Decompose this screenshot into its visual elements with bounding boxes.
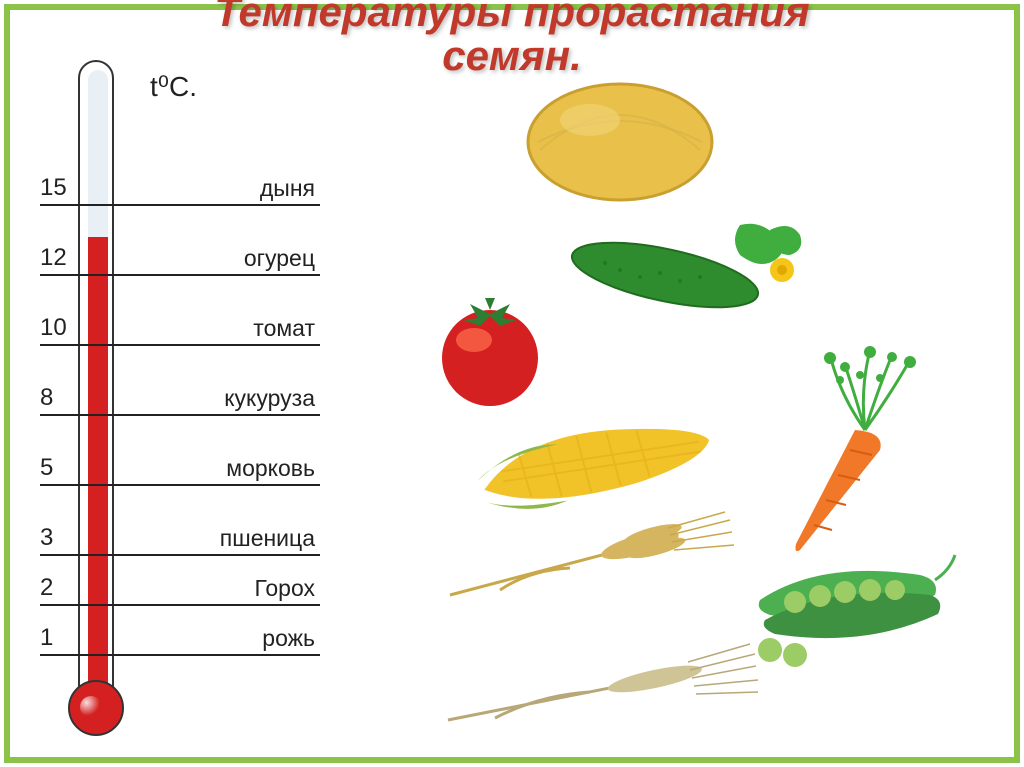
- scale-temp: 12: [40, 244, 67, 272]
- thermometer-bulb-shine: [80, 696, 102, 718]
- pea-icon: [740, 540, 960, 670]
- scale-temp: 15: [40, 174, 67, 202]
- scale-crop-name: морковь: [226, 455, 315, 482]
- scale-row: 1рожь: [40, 654, 320, 656]
- scale-row: 10томат: [40, 344, 320, 346]
- scale-crop-name: пшеница: [220, 525, 315, 552]
- corn-icon: [470, 400, 720, 510]
- scale-crop-name: Горох: [254, 575, 315, 602]
- cucumber-icon: [560, 215, 810, 315]
- scale-crop-name: томат: [253, 315, 315, 342]
- scale-row: 5морковь: [40, 484, 320, 486]
- scale-crop-name: дыня: [260, 175, 315, 202]
- thermometer: [78, 60, 114, 730]
- scale-temp: 10: [40, 314, 67, 342]
- scale-crop-name: кукуруза: [224, 385, 315, 412]
- scale-row: 15дыня: [40, 204, 320, 206]
- slide-title: Температуры прорастания семян.: [0, 0, 1024, 78]
- scale-temp: 1: [40, 624, 53, 652]
- scale-temp: 3: [40, 524, 53, 552]
- thermometer-fill: [88, 237, 108, 692]
- carrot-icon: [760, 340, 940, 560]
- scale-row: 8кукуруза: [40, 414, 320, 416]
- scale-row: 3пшеница: [40, 554, 320, 556]
- thermometer-tube: [78, 60, 114, 692]
- scale-row: 12огурец: [40, 274, 320, 276]
- scale-temp: 2: [40, 574, 53, 602]
- wheat-icon: [440, 510, 740, 610]
- scale-temp: 5: [40, 454, 53, 482]
- scale-crop-name: огурец: [244, 245, 315, 272]
- scale-row: 2Горох: [40, 604, 320, 606]
- scale-temp: 8: [40, 384, 53, 412]
- unit-label: t⁰C.: [150, 70, 197, 103]
- tomato-icon: [430, 290, 550, 410]
- title-line-1: Температуры прорастания: [0, 0, 1024, 34]
- rye-icon: [440, 640, 760, 740]
- scale-crop-name: рожь: [262, 625, 315, 652]
- crops-panel: [380, 70, 1000, 750]
- melon-icon: [520, 70, 720, 205]
